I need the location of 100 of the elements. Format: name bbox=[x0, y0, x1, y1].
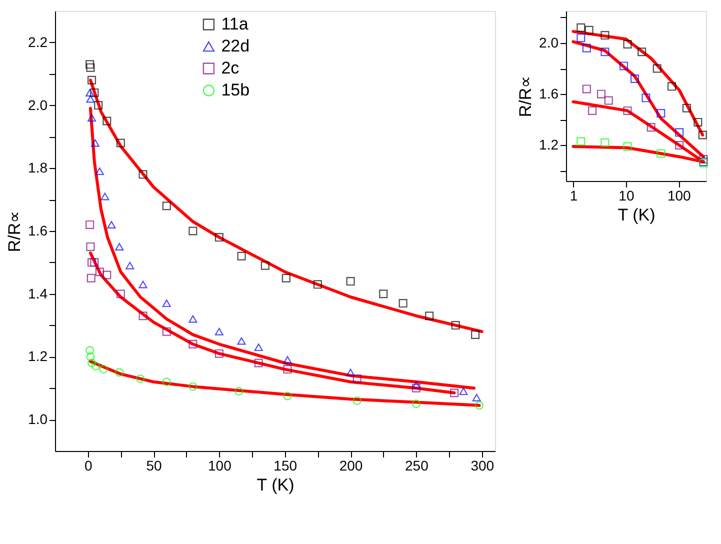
x-tick-label: 300 bbox=[470, 458, 494, 474]
point bbox=[254, 358, 263, 368]
point bbox=[459, 388, 468, 396]
point bbox=[234, 387, 244, 396]
point bbox=[188, 382, 198, 391]
point bbox=[214, 328, 224, 336]
point bbox=[162, 378, 171, 386]
point bbox=[450, 388, 459, 398]
point bbox=[237, 252, 246, 260]
point bbox=[313, 280, 322, 289]
y-tick-label: 1.0 bbox=[28, 411, 48, 428]
point bbox=[115, 368, 124, 377]
legend-label: 11a bbox=[221, 14, 249, 34]
point bbox=[260, 261, 270, 270]
point bbox=[86, 88, 94, 96]
point bbox=[91, 362, 100, 370]
point bbox=[95, 268, 104, 276]
point bbox=[86, 220, 94, 229]
point bbox=[214, 233, 224, 242]
point bbox=[474, 401, 484, 410]
point bbox=[282, 274, 290, 282]
point bbox=[188, 315, 198, 323]
point bbox=[90, 88, 99, 97]
point bbox=[116, 138, 125, 148]
point bbox=[126, 262, 134, 270]
point bbox=[95, 168, 104, 176]
point bbox=[138, 170, 148, 179]
x-tick-label: 1 bbox=[570, 188, 578, 204]
point bbox=[283, 356, 292, 364]
point bbox=[90, 139, 100, 147]
point bbox=[86, 352, 95, 361]
line-series bbox=[88, 106, 476, 390]
y-tick-label: 1.6 bbox=[28, 222, 48, 238]
x-axis-title: T (K) bbox=[256, 476, 294, 494]
x-tick-label: 10 bbox=[618, 188, 634, 204]
point bbox=[379, 290, 388, 298]
point bbox=[88, 114, 96, 122]
point bbox=[86, 242, 95, 251]
y-tick-label: 1.4 bbox=[28, 285, 48, 302]
point bbox=[138, 280, 148, 288]
point bbox=[188, 226, 198, 236]
point bbox=[136, 374, 145, 383]
point bbox=[472, 394, 481, 402]
point bbox=[102, 116, 112, 126]
y-tick-label: 1.6 bbox=[539, 86, 559, 102]
point bbox=[138, 312, 148, 320]
point bbox=[214, 349, 224, 358]
point bbox=[86, 63, 95, 72]
point bbox=[352, 396, 362, 405]
legend-label: 2c bbox=[221, 58, 240, 78]
point bbox=[88, 258, 96, 267]
point bbox=[471, 330, 480, 339]
point bbox=[398, 299, 408, 308]
point bbox=[237, 337, 246, 345]
point bbox=[162, 300, 171, 308]
point bbox=[346, 368, 355, 376]
point bbox=[346, 277, 355, 286]
x-tick-label: 100 bbox=[208, 458, 232, 474]
line-series bbox=[88, 360, 481, 407]
point bbox=[100, 192, 110, 200]
point bbox=[352, 374, 362, 383]
legend-label: 22d bbox=[221, 36, 250, 56]
point bbox=[412, 381, 420, 389]
y-tick-label: 1.2 bbox=[539, 136, 559, 153]
y-tick-label: 1.8 bbox=[28, 160, 48, 176]
y-tick-label: 2.2 bbox=[28, 34, 48, 50]
x-tick-label: 50 bbox=[146, 458, 162, 474]
point bbox=[412, 384, 420, 392]
point bbox=[162, 327, 171, 336]
y-tick-label: 1.2 bbox=[28, 348, 48, 364]
point bbox=[115, 242, 124, 250]
point bbox=[88, 358, 96, 368]
point bbox=[425, 312, 434, 320]
point bbox=[102, 270, 112, 280]
x-tick-label: 150 bbox=[274, 458, 298, 474]
y-axis-title: R/R∝ bbox=[5, 210, 24, 252]
point bbox=[88, 76, 96, 84]
point bbox=[86, 274, 96, 282]
x-tick-label: 0 bbox=[84, 458, 92, 474]
point bbox=[86, 60, 94, 69]
point bbox=[283, 392, 292, 400]
x-axis-title: T (K) bbox=[618, 206, 656, 224]
point bbox=[107, 220, 116, 228]
x-tick-label: 250 bbox=[405, 458, 429, 474]
point bbox=[188, 340, 198, 348]
point bbox=[162, 202, 171, 210]
point bbox=[116, 290, 125, 298]
point bbox=[86, 95, 95, 103]
y-tick-label: 2.0 bbox=[28, 96, 48, 113]
x-tick-label: 100 bbox=[667, 188, 692, 204]
point bbox=[451, 321, 460, 330]
y-axis-title: R/R∝ bbox=[516, 76, 536, 118]
point bbox=[86, 346, 94, 355]
y-tick-label: 2.0 bbox=[539, 34, 559, 50]
legend-label: 15b bbox=[221, 80, 250, 100]
point bbox=[283, 365, 292, 374]
point bbox=[412, 400, 420, 408]
point bbox=[254, 344, 263, 352]
point bbox=[90, 258, 99, 267]
point bbox=[94, 101, 103, 110]
